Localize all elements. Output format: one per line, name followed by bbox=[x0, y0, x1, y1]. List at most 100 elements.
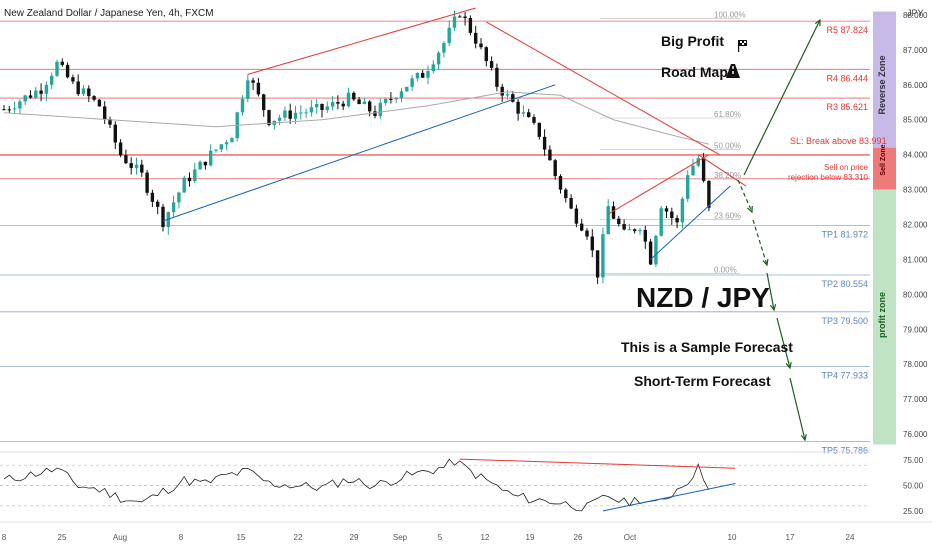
candle-body bbox=[622, 224, 626, 230]
x-tick-label: 22 bbox=[294, 533, 303, 542]
currency-label: JPY bbox=[907, 8, 924, 18]
sell-zone bbox=[873, 147, 896, 190]
candle-body bbox=[277, 117, 282, 121]
candle-body bbox=[611, 206, 616, 219]
candle-body bbox=[701, 158, 706, 181]
candle-body bbox=[553, 160, 557, 177]
candle-body bbox=[171, 202, 176, 213]
x-tick-label: 10 bbox=[728, 533, 737, 542]
arrow-head bbox=[800, 434, 807, 442]
y-tick-label: 79.000 bbox=[903, 325, 928, 334]
level-label: R5 87.824 bbox=[826, 25, 868, 35]
down-arrow-2 bbox=[752, 219, 769, 267]
candle-body bbox=[2, 109, 6, 111]
candle-body bbox=[680, 198, 685, 223]
candle-body bbox=[405, 86, 409, 92]
candle-body bbox=[696, 158, 700, 166]
x-tick-label: 12 bbox=[481, 533, 490, 542]
candle-body bbox=[304, 112, 308, 114]
candle-body bbox=[394, 98, 398, 100]
candle-body bbox=[28, 95, 33, 98]
candle-body bbox=[595, 250, 600, 278]
up-forecast-arrow bbox=[743, 18, 821, 176]
candle-body bbox=[691, 165, 695, 176]
candle-body bbox=[108, 119, 112, 125]
reverse-zone-label: Reverse Zone bbox=[877, 55, 887, 114]
candle-body bbox=[71, 77, 75, 82]
sell-label-line1: Sell on price bbox=[824, 163, 869, 172]
moving-average-line bbox=[3, 91, 710, 145]
candle-body bbox=[368, 101, 372, 112]
sample-forecast-label: This is a Sample Forecast bbox=[621, 339, 793, 355]
candle-body bbox=[362, 101, 367, 105]
candle-body bbox=[87, 88, 91, 97]
candle-body bbox=[198, 161, 202, 170]
candle-body bbox=[468, 18, 473, 33]
rsi-tick-label: 25.00 bbox=[903, 507, 924, 516]
arrow-shaft bbox=[776, 317, 791, 369]
candle-body bbox=[299, 112, 303, 114]
candle-body bbox=[606, 206, 610, 235]
candle-body bbox=[246, 80, 250, 99]
level-label: TP5 75.786 bbox=[821, 446, 868, 456]
candle-body bbox=[76, 81, 80, 95]
candle-body bbox=[39, 90, 43, 94]
big-profit-label: Big Profit bbox=[661, 33, 724, 49]
x-tick-label: Aug bbox=[113, 533, 127, 542]
candle-body bbox=[421, 72, 425, 78]
x-tick-label: 19 bbox=[526, 533, 535, 542]
arrow-shaft bbox=[789, 377, 806, 441]
y-tick-label: 86.000 bbox=[903, 81, 928, 90]
candle-body bbox=[256, 82, 261, 95]
candle-body bbox=[193, 169, 197, 182]
x-tick-label: 8 bbox=[2, 533, 7, 542]
candle-body bbox=[643, 229, 647, 242]
candle-body bbox=[60, 61, 64, 65]
candle-body bbox=[330, 102, 335, 107]
x-tick-label: 15 bbox=[237, 533, 246, 542]
x-tick-label: Oct bbox=[624, 533, 637, 542]
candle-body bbox=[34, 90, 38, 98]
rsi-tick-label: 50.00 bbox=[903, 482, 924, 491]
down-arrow-1 bbox=[737, 179, 753, 214]
candle-body bbox=[156, 201, 160, 207]
y-tick-label: 84.000 bbox=[903, 151, 928, 160]
candle-body bbox=[23, 95, 27, 102]
candle-body bbox=[484, 47, 488, 62]
candle-body bbox=[431, 64, 435, 72]
candle-body bbox=[134, 164, 139, 168]
candle-body bbox=[214, 149, 218, 151]
level-label: TP1 81.972 bbox=[821, 229, 868, 239]
descending-resistance bbox=[486, 21, 720, 156]
candle-body bbox=[336, 102, 340, 104]
candle-body bbox=[648, 241, 653, 265]
candle-body bbox=[44, 84, 49, 94]
fib-label: 50.00% bbox=[714, 141, 741, 150]
candle-body bbox=[352, 92, 356, 100]
level-label: R3 85.621 bbox=[826, 102, 868, 112]
candle-body bbox=[187, 177, 192, 182]
candle-body bbox=[65, 64, 70, 78]
candle-body bbox=[558, 176, 563, 190]
candle-body bbox=[373, 111, 377, 117]
fibonacci-layer: 100.00% 61.80% 50.00% 38.20% 23.60% 0.00% bbox=[600, 10, 746, 274]
candle-body bbox=[569, 198, 573, 209]
rsi-resistance-line bbox=[459, 458, 736, 469]
rising-wedge-support bbox=[650, 185, 731, 260]
candle-body bbox=[288, 110, 292, 119]
candle-body bbox=[219, 144, 223, 150]
y-tick-label: 81.000 bbox=[903, 255, 928, 264]
resistance-trendline bbox=[247, 7, 476, 75]
candle-body bbox=[293, 112, 298, 119]
candle-body bbox=[7, 109, 11, 111]
candle-body bbox=[670, 211, 674, 219]
candle-body bbox=[267, 110, 271, 125]
candle-body bbox=[346, 92, 351, 107]
y-tick-label: 80.000 bbox=[903, 290, 928, 299]
candle-body bbox=[341, 103, 345, 107]
candle-body bbox=[129, 163, 133, 168]
candle-body bbox=[532, 117, 536, 123]
candle-body bbox=[675, 218, 679, 223]
candle-body bbox=[664, 208, 669, 212]
